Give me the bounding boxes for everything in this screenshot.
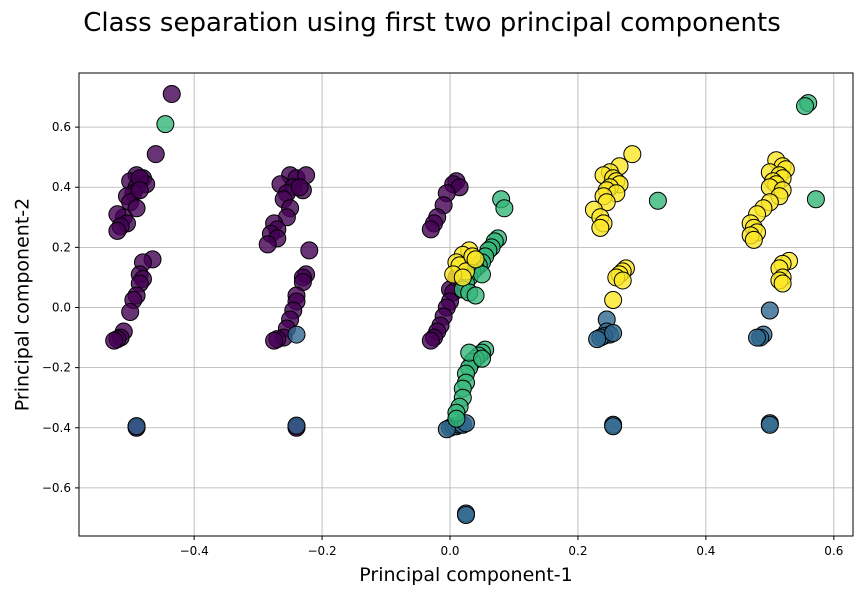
data-point xyxy=(472,349,491,368)
data-point xyxy=(457,505,475,524)
data-point xyxy=(613,271,632,290)
data-point xyxy=(447,409,466,428)
data-point xyxy=(796,97,815,116)
data-point xyxy=(108,221,127,240)
data-point xyxy=(591,218,610,237)
data-point xyxy=(466,250,485,269)
data-point xyxy=(748,328,767,347)
data-point xyxy=(421,331,440,350)
data-point xyxy=(588,330,607,349)
data-point xyxy=(453,268,472,287)
data-point xyxy=(773,274,792,293)
x-tick-label: −0.4 xyxy=(180,544,209,558)
y-tick-label: 0.4 xyxy=(52,180,71,194)
data-point xyxy=(466,286,485,305)
data-point xyxy=(121,303,140,322)
data-point xyxy=(146,145,165,164)
data-point xyxy=(604,324,623,343)
data-point xyxy=(648,191,667,210)
y-tick-label: −0.4 xyxy=(42,421,71,435)
data-point xyxy=(760,415,779,434)
data-point xyxy=(156,115,175,134)
y-axis-label: Principal component-2 xyxy=(12,198,34,411)
y-tick-label: −0.2 xyxy=(42,361,71,375)
data-point xyxy=(127,199,146,218)
data-point xyxy=(287,416,306,435)
data-point xyxy=(623,145,642,164)
data-point xyxy=(300,241,319,260)
data-point xyxy=(421,220,440,239)
axis-ticks: −0.4 −0.2 0.0 0.2 0.4 0.6 −0.6 −0.4 −0.2 0.0 0.2 0.… xyxy=(42,120,843,558)
x-tick-label: 0.6 xyxy=(824,544,843,558)
data-point xyxy=(287,325,306,344)
data-point xyxy=(744,230,763,249)
data-point xyxy=(127,417,146,436)
data-point xyxy=(495,199,514,218)
grid-lines xyxy=(79,73,853,536)
data-point xyxy=(162,85,181,104)
data-point xyxy=(472,265,491,284)
data-point xyxy=(806,190,825,209)
data-point xyxy=(604,417,623,436)
data-points xyxy=(105,85,825,524)
plot-frame xyxy=(78,72,854,537)
data-point xyxy=(258,235,277,254)
x-tick-label: −0.2 xyxy=(308,544,337,558)
data-point xyxy=(604,290,623,309)
x-tick-label: 0.2 xyxy=(568,544,587,558)
data-point xyxy=(265,331,284,350)
y-tick-label: 0.2 xyxy=(52,240,71,254)
x-tick-label: 0.0 xyxy=(440,544,459,558)
data-point xyxy=(760,301,779,320)
x-axis-label: Principal component-1 xyxy=(359,564,572,586)
x-tick-label: 0.4 xyxy=(696,544,715,558)
data-point xyxy=(130,181,149,200)
y-tick-label: 0.0 xyxy=(52,301,71,315)
y-tick-label: 0.6 xyxy=(52,120,71,134)
chart-title: Class separation using first two princip… xyxy=(83,8,781,38)
data-point xyxy=(105,331,124,350)
y-tick-label: −0.6 xyxy=(42,481,71,495)
data-point xyxy=(290,178,309,197)
